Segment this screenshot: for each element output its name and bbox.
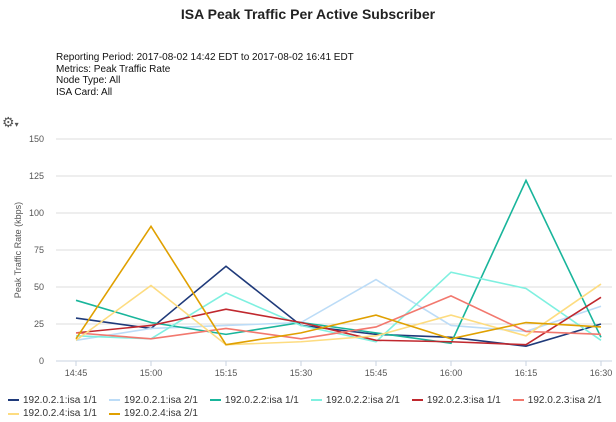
legend-swatch bbox=[8, 412, 19, 415]
y-tick-label: 0 bbox=[39, 356, 44, 366]
node-type: Node Type: All bbox=[56, 75, 121, 86]
y-axis-label: Peak Traffic Rate (kbps) bbox=[13, 202, 23, 298]
legend-item[interactable]: 192.0.2.2:isa 2/1 bbox=[310, 394, 400, 407]
y-tick-label: 150 bbox=[29, 134, 44, 144]
x-tick-label: 14:45 bbox=[65, 368, 88, 378]
legend-item[interactable]: 192.0.2.3:isa 1/1 bbox=[411, 394, 501, 407]
x-tick-label: 16:30 bbox=[590, 368, 613, 378]
legend-item[interactable]: 192.0.2.1:isa 1/1 bbox=[8, 394, 97, 407]
legend-item[interactable]: 192.0.2.4:isa 2/1 bbox=[108, 407, 198, 420]
report-metadata: Reporting Period: 2017-08-02 14:42 EDT t… bbox=[56, 52, 354, 98]
series-line-4[interactable] bbox=[75, 296, 602, 346]
series-line-1[interactable] bbox=[75, 278, 602, 342]
series-line-6[interactable] bbox=[75, 283, 602, 346]
legend-label: 192.0.2.1:isa 1/1 bbox=[23, 394, 97, 406]
legend-label: 192.0.2.2:isa 2/1 bbox=[325, 394, 400, 406]
x-tick-label: 16:15 bbox=[515, 368, 538, 378]
x-tick-label: 16:00 bbox=[440, 368, 463, 378]
x-tick-label: 15:00 bbox=[140, 368, 163, 378]
gear-dropdown-icon[interactable]: ⚙▾ bbox=[2, 114, 19, 130]
legend-label: 192.0.2.3:isa 2/1 bbox=[527, 394, 602, 406]
line-chart: Peak Traffic Rate (kbps) 0 25 50 75 100 125 15… bbox=[13, 134, 613, 378]
reporting-period: Reporting Period: 2017-08-02 14:42 EDT t… bbox=[56, 52, 354, 63]
legend: 192.0.2.1:isa 1/1 192.0.2.1:isa 2/1 192.0.… bbox=[8, 393, 616, 420]
metrics: Metrics: Peak Traffic Rate bbox=[56, 63, 171, 75]
legend-label: 192.0.2.2:isa 1/1 bbox=[224, 394, 299, 406]
chart-title: ISA Peak Traffic Per Active Subscriber bbox=[180, 6, 436, 22]
y-tick-label: 75 bbox=[34, 245, 44, 255]
legend-label: 192.0.2.4:isa 2/1 bbox=[123, 408, 198, 419]
x-tick-label: 15:30 bbox=[290, 368, 313, 378]
series-line-5[interactable] bbox=[75, 295, 602, 340]
legend-item[interactable]: 192.0.2.2:isa 1/1 bbox=[209, 394, 299, 407]
legend-item[interactable]: 192.0.2.3:isa 2/1 bbox=[512, 394, 602, 407]
y-tick-label: 100 bbox=[29, 208, 44, 218]
y-tick-label: 50 bbox=[34, 282, 44, 292]
y-tick-label: 25 bbox=[34, 319, 44, 329]
legend-label: 192.0.2.1:isa 2/1 bbox=[123, 394, 198, 406]
legend-swatch bbox=[411, 399, 423, 401]
legend-swatch bbox=[512, 399, 524, 401]
legend-swatch bbox=[108, 399, 120, 401]
legend-swatch bbox=[310, 399, 322, 401]
legend-label: 192.0.2.3:isa 1/1 bbox=[426, 394, 501, 406]
y-tick-label: 125 bbox=[29, 171, 44, 181]
x-tick-label: 15:45 bbox=[365, 368, 388, 378]
legend-item[interactable]: 192.0.2.1:isa 2/1 bbox=[108, 394, 198, 407]
legend-swatch bbox=[209, 399, 221, 401]
isa-card: ISA Card: All bbox=[56, 86, 113, 98]
series-line-7[interactable] bbox=[75, 224, 602, 346]
x-tick-label: 15:15 bbox=[215, 368, 238, 378]
legend-item[interactable]: 192.0.2.4:isa 1/1 bbox=[8, 407, 97, 420]
legend-swatch bbox=[108, 412, 120, 415]
series-line-2[interactable] bbox=[75, 178, 602, 345]
legend-label: 192.0.2.4:isa 1/1 bbox=[23, 408, 97, 419]
legend-swatch bbox=[8, 399, 19, 401]
